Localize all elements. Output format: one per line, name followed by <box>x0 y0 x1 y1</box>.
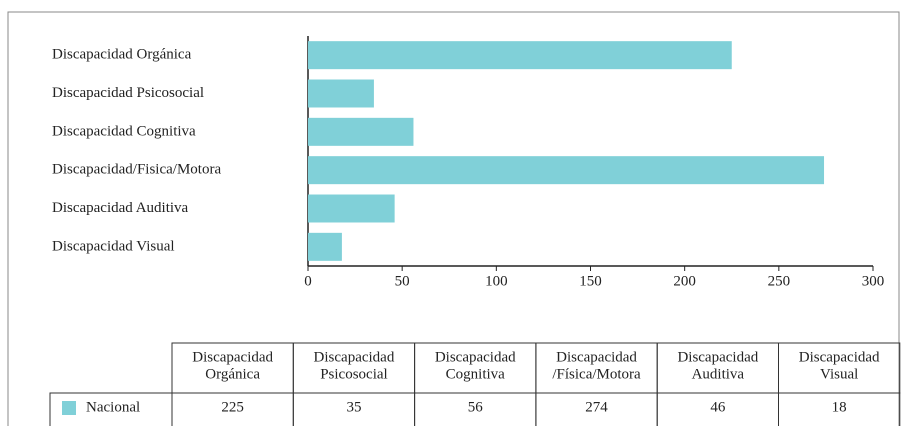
x-tick-label: 200 <box>673 273 696 289</box>
bar <box>308 194 395 223</box>
table-value: 56 <box>468 399 484 415</box>
y-tick-label: Discapacidad Visual <box>52 238 175 254</box>
table-value: 18 <box>832 399 847 415</box>
bar <box>308 41 732 70</box>
table-header: Discapacidad <box>314 349 395 365</box>
table-value: 35 <box>346 399 361 415</box>
table-header: Discapacidad <box>556 349 637 365</box>
table-header: Discapacidad <box>799 349 880 365</box>
bar <box>308 117 414 146</box>
x-tick-label: 300 <box>862 273 885 289</box>
table-header: Cognitiva <box>446 366 506 382</box>
x-tick-label: 150 <box>579 273 602 289</box>
bar <box>308 156 825 185</box>
x-tick-label: 0 <box>304 273 312 289</box>
y-tick-label: Discapacidad Psicosocial <box>52 85 204 101</box>
x-tick-label: 50 <box>395 273 410 289</box>
frame <box>7 11 900 426</box>
y-tick-label: Discapacidad/Fisica/Motora <box>52 162 221 178</box>
legend-label: Nacional <box>86 399 140 415</box>
table-header: Discapacidad <box>192 349 273 365</box>
table-header: Orgánica <box>205 366 260 382</box>
table-header: Visual <box>820 366 858 382</box>
table-header: Auditiva <box>692 366 745 382</box>
y-tick-label: Discapacidad Orgánica <box>52 47 192 63</box>
table-header: Psicosocial <box>320 366 388 382</box>
y-tick-label: Discapacidad Auditiva <box>52 200 189 216</box>
y-tick-label: Discapacidad Cognitiva <box>52 123 196 139</box>
x-tick-label: 250 <box>768 273 791 289</box>
table-cell <box>778 392 901 426</box>
table-value: 46 <box>710 399 726 415</box>
table-value: 225 <box>221 399 244 415</box>
bar <box>308 79 374 108</box>
table-header: Discapacidad <box>677 349 758 365</box>
table-header: /Física/Motora <box>552 366 641 382</box>
table-value: 274 <box>585 399 608 415</box>
x-tick-label: 100 <box>485 273 508 289</box>
legend-cell <box>49 392 173 426</box>
table-header: Discapacidad <box>435 349 516 365</box>
legend-swatch <box>62 401 76 415</box>
bar <box>308 232 342 261</box>
